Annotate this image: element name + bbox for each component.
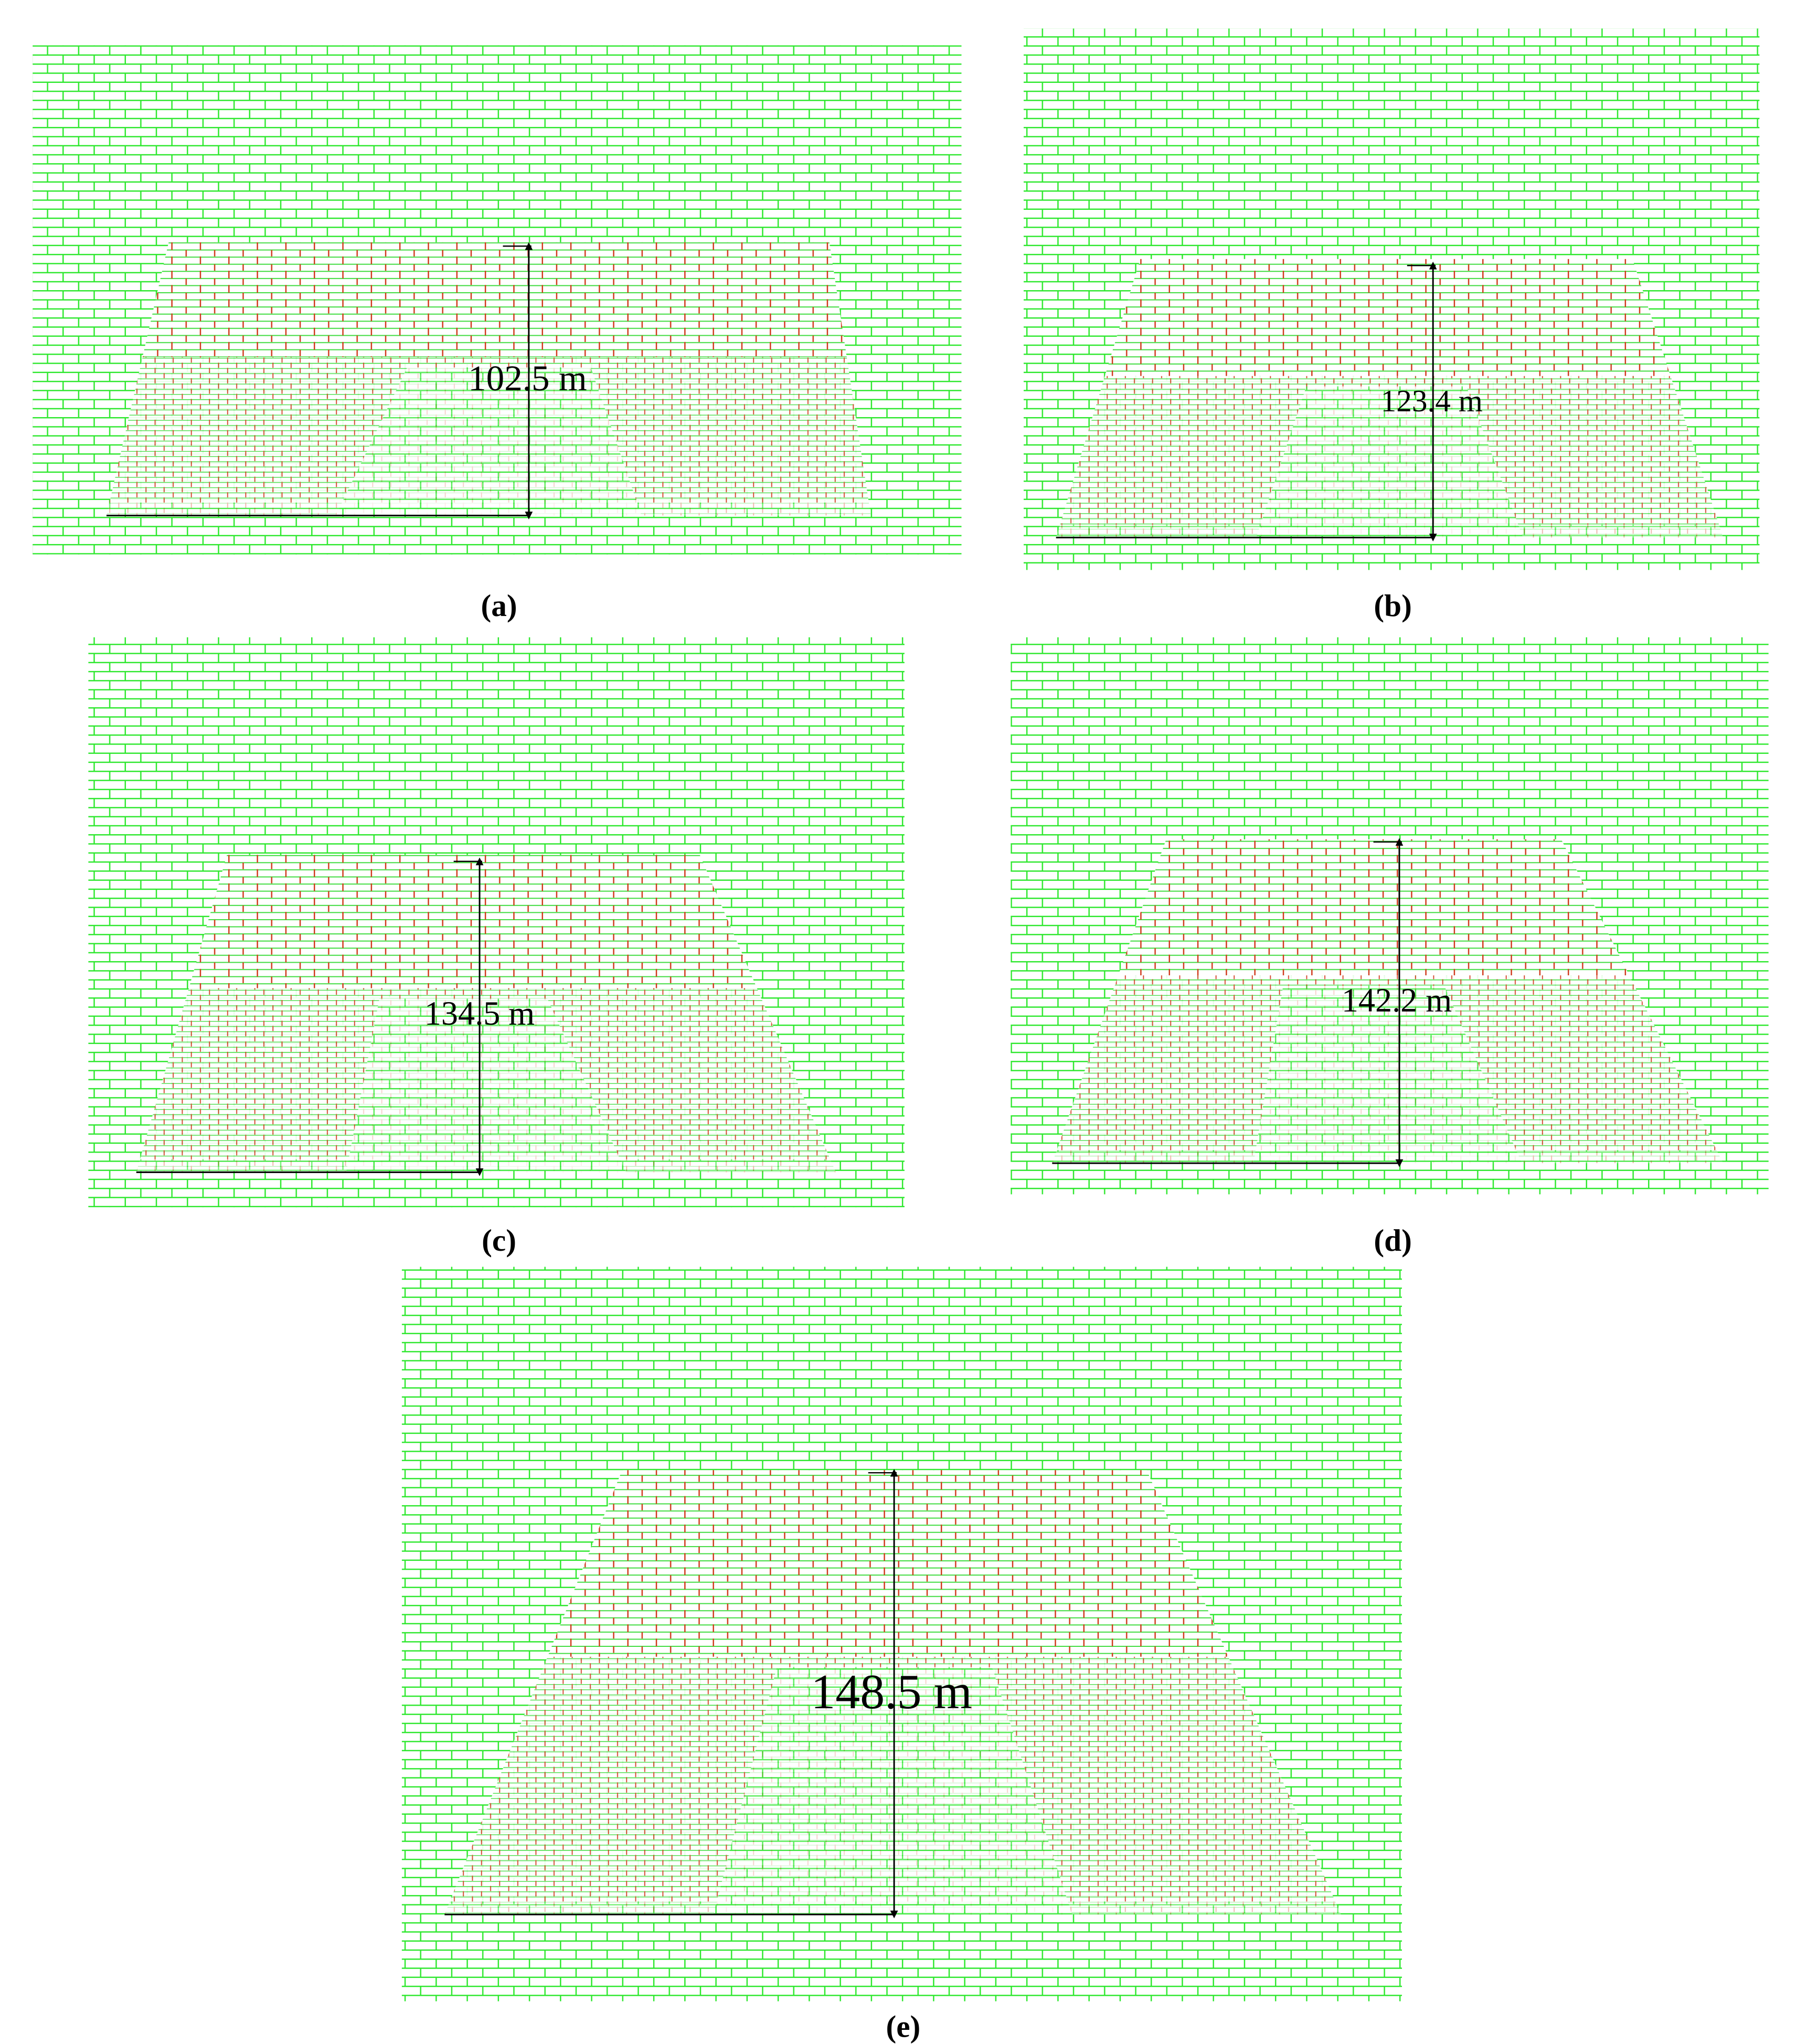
height-label: 102.5 m [468,358,587,398]
panel-caption: (d) [1374,1223,1411,1258]
height-label: 148.5 m [811,1665,972,1719]
coal-seam [88,1159,905,1208]
panel-caption: (c) [482,1223,516,1258]
coal-seam [1011,1150,1769,1195]
caved-zone-upper [188,855,757,988]
caved-zone-upper [142,242,847,357]
panel: 148.5 m (e) [401,1266,1402,2043]
height-label: 142.2 m [1342,982,1452,1019]
coal-seam [1023,524,1760,570]
coal-seam [401,1901,1402,2002]
panel: 123.4 m (b) [1023,28,1760,623]
height-label: 134.5 m [424,995,535,1032]
caved-zone-upper [1118,839,1630,976]
panel: 142.2 m (d) [1011,637,1769,1258]
panel-caption: (b) [1374,588,1411,623]
coal-seam [33,502,962,555]
caved-zone-upper [1104,259,1671,376]
panel: 102.5 m (a) [33,45,962,623]
height-label: 123.4 m [1381,384,1483,418]
panel: 134.5 m (c) [88,637,905,1258]
intact-core [346,998,626,1173]
intact-core [335,367,642,516]
panel-caption: (e) [886,2009,920,2043]
intact-core [1256,386,1523,538]
intact-core [1253,985,1522,1164]
caved-zone-upper [547,1470,1229,1657]
panel-caption: (a) [481,588,517,623]
